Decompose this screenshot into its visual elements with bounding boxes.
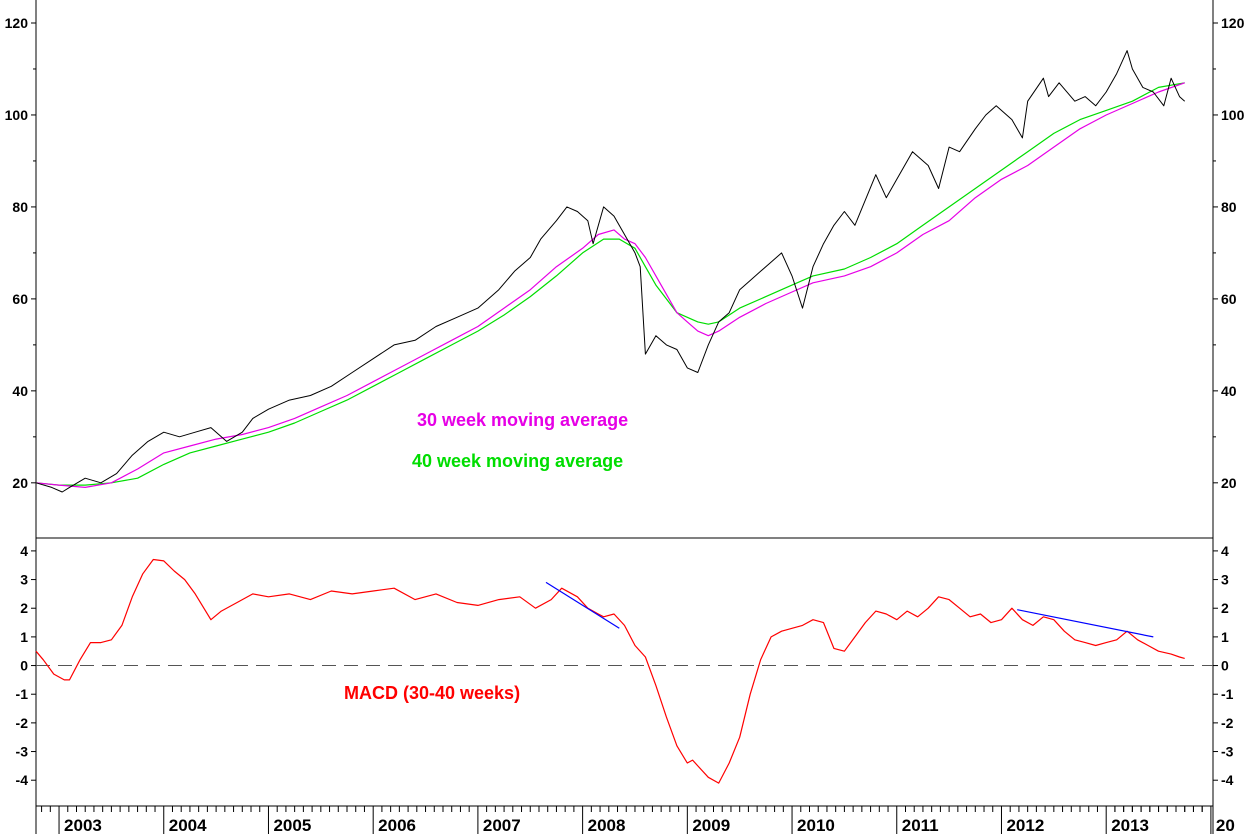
- macd-ytick-label-left: -4: [16, 772, 29, 788]
- macd-annotation: MACD (30-40 weeks): [344, 683, 520, 703]
- macd-ytick-label-left: 4: [20, 543, 28, 559]
- macd-ytick-label-right: 0: [1221, 658, 1229, 674]
- ma40-annotation: 40 week moving average: [412, 451, 623, 471]
- price-ytick-label-right: 100: [1221, 107, 1245, 123]
- x-year-label: 2008: [588, 816, 626, 834]
- x-year-label: 2012: [1006, 816, 1044, 834]
- x-year-label: 2005: [273, 816, 311, 834]
- price-ytick-label-left: 120: [5, 15, 29, 31]
- macd-ytick-label-left: -3: [16, 744, 29, 760]
- x-year-label: 20: [1216, 816, 1235, 834]
- x-year-label: 2003: [64, 816, 102, 834]
- price-ytick-label-right: 60: [1221, 291, 1237, 307]
- macd-ytick-label-right: 1: [1221, 629, 1229, 645]
- price-ytick-label-right: 120: [1221, 15, 1245, 31]
- macd-ytick-label-left: -2: [16, 715, 29, 731]
- macd-ytick-label-right: -2: [1221, 715, 1234, 731]
- x-year-label: 2010: [797, 816, 835, 834]
- x-year-label: 2007: [483, 816, 521, 834]
- price-ytick-label-left: 40: [12, 383, 28, 399]
- ma30-annotation: 30 week moving average: [417, 410, 628, 430]
- price-ytick-label-right: 20: [1221, 475, 1237, 491]
- macd-ytick-label-right: -4: [1221, 772, 1234, 788]
- macd-ytick-label-right: -1: [1221, 686, 1234, 702]
- macd-ytick-label-left: 3: [20, 572, 28, 588]
- x-year-label: 2004: [169, 816, 207, 834]
- macd-ytick-label-left: 0: [20, 658, 28, 674]
- x-year-label: 2009: [692, 816, 730, 834]
- macd-ytick-label-left: 2: [20, 600, 28, 616]
- price-ytick-label-left: 60: [12, 291, 28, 307]
- macd-ytick-label-right: 2: [1221, 600, 1229, 616]
- macd-ytick-label-right: 4: [1221, 543, 1229, 559]
- price-ytick-label-left: 100: [5, 107, 29, 123]
- price-ytick-label-left: 20: [12, 475, 28, 491]
- macd-ytick-label-right: -3: [1221, 744, 1234, 760]
- price-ytick-label-left: 80: [12, 199, 28, 215]
- macd-ytick-label-left: 1: [20, 629, 28, 645]
- x-year-label: 2011: [902, 816, 939, 834]
- macd-ytick-label-left: -1: [16, 686, 29, 702]
- x-year-label: 2013: [1111, 816, 1149, 834]
- macd-ytick-label-right: 3: [1221, 572, 1229, 588]
- price-ytick-label-right: 40: [1221, 383, 1237, 399]
- price-ytick-label-right: 80: [1221, 199, 1237, 215]
- x-year-label: 2006: [378, 816, 416, 834]
